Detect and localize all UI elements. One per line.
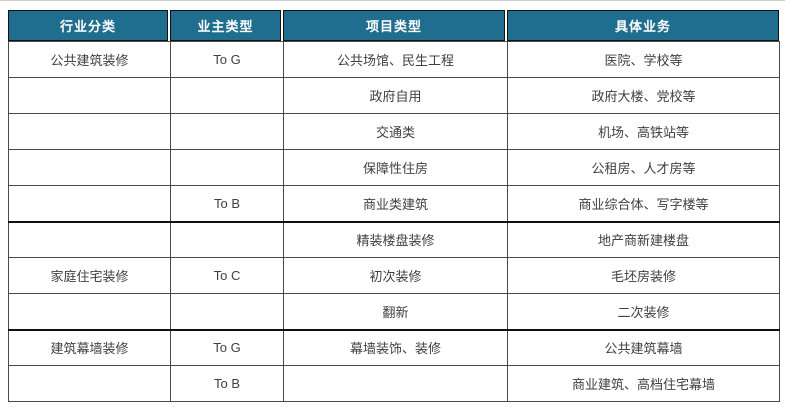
table-body-rows: 公共建筑装修 To G 公共场馆、民生工程 医院、学校等 政府自用 政府大楼、党校等 交通类… [8, 41, 780, 402]
cell-business: 政府大楼、党校等 [507, 77, 780, 114]
cell-project: 精装楼盘装修 [283, 220, 508, 258]
cell-industry [8, 365, 171, 402]
table-row: 交通类 机场、高铁站等 [8, 113, 780, 150]
cell-owner [170, 293, 284, 330]
cell-project: 交通类 [283, 113, 508, 150]
cell-industry [8, 113, 171, 150]
header-cell-wrap: 项目类型 [283, 10, 507, 41]
cell-business: 机场、高铁站等 [507, 113, 780, 150]
cell-industry [8, 185, 171, 222]
table-row: 家庭住宅装修 To C 初次装修 毛坯房装修 [8, 257, 780, 294]
cell-owner [170, 220, 284, 258]
cell-business: 毛坯房装修 [507, 257, 780, 294]
header-cell-wrap: 业主类型 [170, 10, 283, 41]
cell-owner: To B [170, 185, 284, 222]
cell-business: 地产商新建楼盘 [507, 220, 780, 258]
cell-business: 商业建筑、高档住宅幕墙 [507, 365, 780, 402]
table-row: To B 商业类建筑 商业综合体、写字楼等 [8, 185, 780, 222]
cell-project: 公共场馆、民生工程 [283, 41, 508, 78]
cell-business: 商业综合体、写字楼等 [507, 185, 780, 222]
cell-business: 公共建筑幕墙 [507, 328, 780, 366]
top-hairline-divider [0, 0, 785, 1]
cell-industry [8, 220, 171, 258]
header-cell-industry: 行业分类 [8, 10, 168, 41]
cell-project: 初次装修 [283, 257, 508, 294]
table-body: 公共建筑装修 To G 公共场馆、民生工程 医院、学校等 政府自用 政府大楼、党校等 交通类… [8, 41, 780, 402]
cell-project: 保障性住房 [283, 149, 508, 186]
header-cell-business: 具体业务 [507, 10, 779, 41]
table-row: 建筑幕墙装修 To G 幕墙装饰、装修 公共建筑幕墙 [8, 328, 780, 366]
header-cell-owner-type: 业主类型 [170, 10, 281, 41]
cell-business: 二次装修 [507, 293, 780, 330]
industry-classification-table: 行业分类 业主类型 项目类型 具体业务 公共建筑装修 To G 公共场馆、民生工程医… [8, 10, 780, 402]
cell-industry: 建筑幕墙装修 [8, 328, 171, 366]
table-row: 精装楼盘装修 地产商新建楼盘 [8, 220, 780, 258]
cell-project: 幕墙装饰、装修 [283, 328, 508, 366]
cell-owner: To C [170, 257, 284, 294]
header-cell-project-type: 项目类型 [283, 10, 505, 41]
cell-owner [170, 113, 284, 150]
table-row: 保障性住房 公租房、人才房等 [8, 149, 780, 186]
cell-business: 公租房、人才房等 [507, 149, 780, 186]
cell-owner: To G [170, 41, 284, 78]
cell-industry [8, 293, 171, 330]
cell-owner [170, 149, 284, 186]
header-cell-wrap: 具体业务 [507, 10, 779, 41]
table-row: To B 商业建筑、高档住宅幕墙 [8, 365, 780, 402]
cell-industry: 家庭住宅装修 [8, 257, 171, 294]
cell-owner: To B [170, 365, 284, 402]
cell-owner: To G [170, 328, 284, 366]
cell-project: 翻新 [283, 293, 508, 330]
cell-industry [8, 77, 171, 114]
cell-owner [170, 77, 284, 114]
table-row: 翻新 二次装修 [8, 293, 780, 330]
cell-business: 医院、学校等 [507, 41, 780, 78]
cell-project [283, 365, 508, 402]
cell-project: 政府自用 [283, 77, 508, 114]
header-cell-wrap: 行业分类 [8, 10, 170, 41]
table-header-row: 行业分类 业主类型 项目类型 具体业务 [8, 10, 779, 41]
cell-project: 商业类建筑 [283, 185, 508, 222]
table-row: 公共建筑装修 To G 公共场馆、民生工程 医院、学校等 [8, 41, 780, 78]
table-row: 政府自用 政府大楼、党校等 [8, 77, 780, 114]
cell-industry: 公共建筑装修 [8, 41, 171, 78]
cell-industry [8, 149, 171, 186]
